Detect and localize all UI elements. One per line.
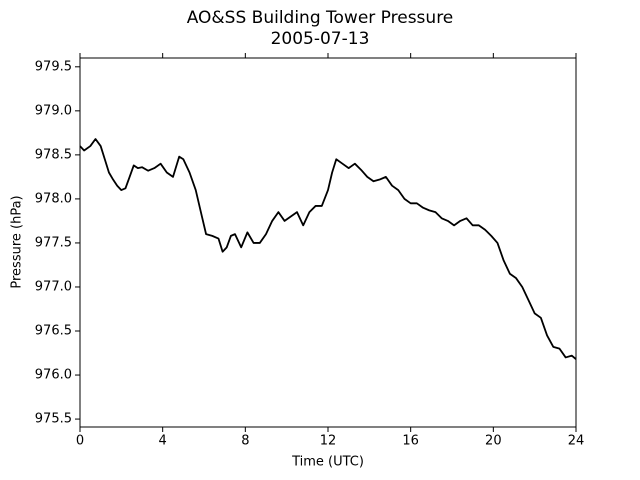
x-tick-label: 24 [568,434,585,449]
x-tick-label: 0 [76,434,84,449]
y-tick-label: 979.0 [35,103,72,118]
y-tick-label: 975.5 [35,412,72,427]
y-axis-label: Pressure (hPa) [10,195,25,288]
y-tick-label: 976.5 [35,324,72,339]
x-tick-label: 16 [402,434,419,449]
y-tick-label: 979.5 [35,59,72,74]
x-tick-label: 4 [159,434,167,449]
x-tick-label: 8 [241,434,249,449]
x-tick-label: 20 [485,434,502,449]
y-tick-label: 978.5 [35,147,72,162]
plot-frame [79,57,577,428]
y-tick-label: 977.5 [35,235,72,250]
data-line [79,138,577,360]
y-tick-label: 976.0 [35,368,72,383]
x-tick-label: 12 [320,434,337,449]
y-tick-label: 977.0 [35,279,72,294]
x-axis-label: Time (UTC) [291,455,364,470]
chart-subtitle: 2005-07-13 [271,29,370,49]
chart-title: AO&SS Building Tower Pressure [187,8,454,28]
y-tick-label: 978.0 [35,191,72,206]
